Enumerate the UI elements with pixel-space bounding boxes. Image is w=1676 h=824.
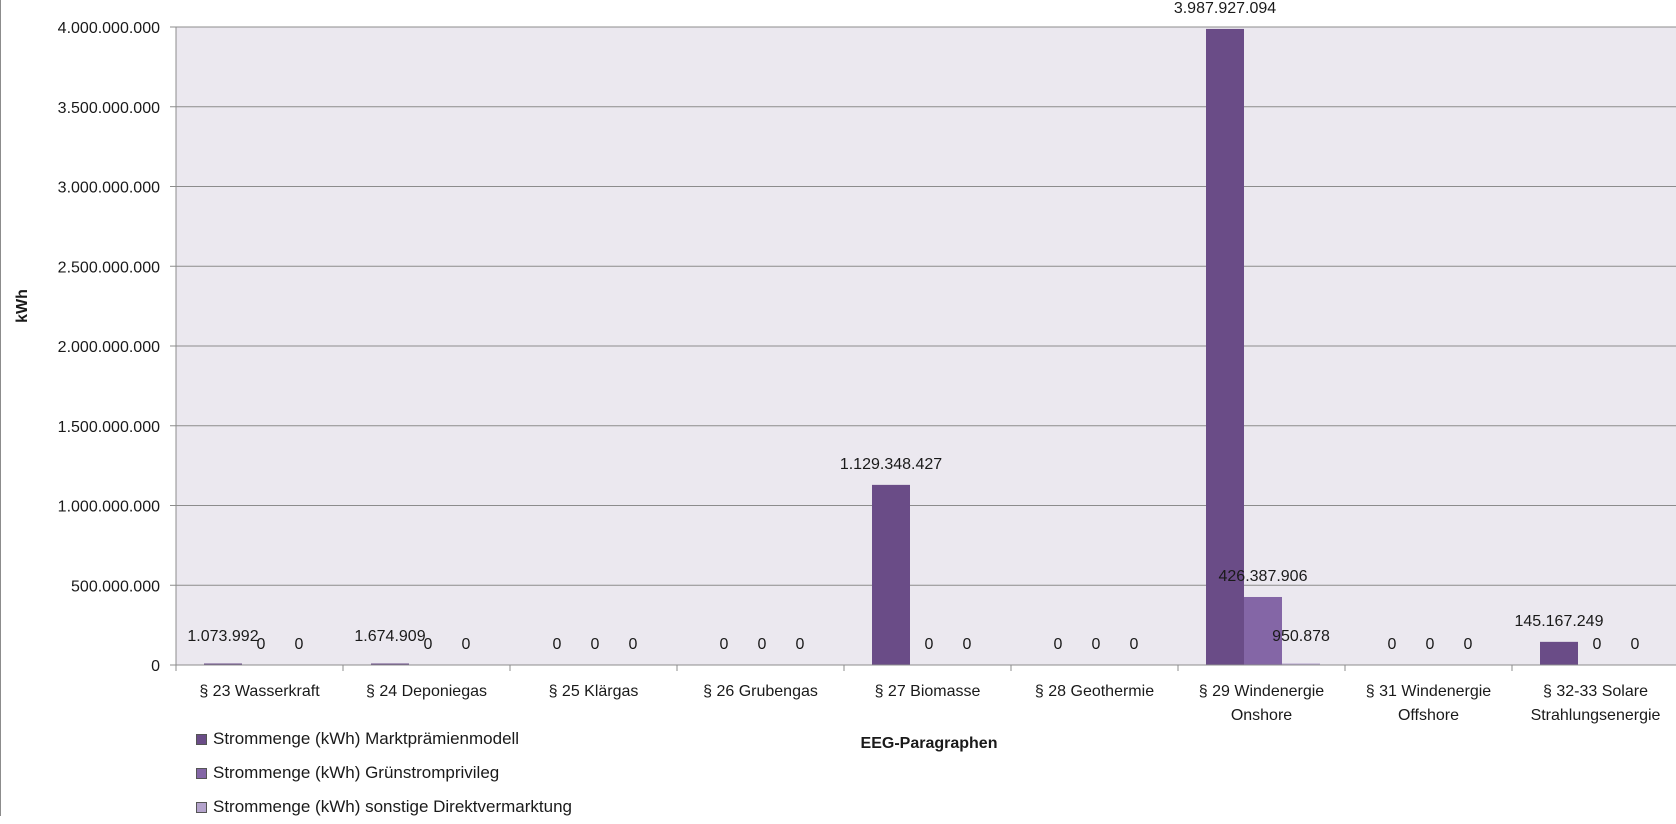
bar xyxy=(1282,663,1320,665)
data-label: 1.073.992 xyxy=(187,628,258,645)
bar xyxy=(1244,596,1282,665)
legend-label: Strommenge (kWh) Grünstromprivileg xyxy=(213,763,500,782)
bar xyxy=(1206,28,1244,665)
y-tick-label: 3.500.000.000 xyxy=(58,100,160,117)
x-tick-label: § 29 Windenergie Onshore xyxy=(1199,683,1325,724)
data-label: 0 xyxy=(1426,636,1435,653)
x-axis-ticks: § 23 Wasserkraft § 24 Deponiegas § 25 Klär… xyxy=(175,665,1661,724)
bar xyxy=(204,663,242,665)
data-label: 0 xyxy=(925,636,934,653)
y-axis-ticks: 0 500.000.000 1.000.000.000 1.500.000.000 2.… xyxy=(58,20,176,675)
data-label: 0 xyxy=(295,636,304,653)
data-label: 0 xyxy=(1464,636,1473,653)
legend-label: Strommenge (kWh) sonstige Direktvermarkt… xyxy=(213,797,573,816)
data-label: 0 xyxy=(424,636,433,653)
data-label: 0 xyxy=(1631,636,1640,653)
y-tick-label: 0 xyxy=(151,658,160,675)
legend-swatch-gruenstrom xyxy=(196,767,207,779)
data-label: 1.674.909 xyxy=(354,628,425,645)
x-tick-label: § 23 Wasserkraft xyxy=(199,683,320,700)
y-tick-label: 1.000.000.000 xyxy=(58,499,160,516)
data-label: 1.129.348.427 xyxy=(840,456,942,473)
x-tick-label: § 27 Biomasse xyxy=(875,683,981,700)
data-label: 0 xyxy=(1388,636,1397,653)
data-label: 0 xyxy=(1054,636,1063,653)
x-tick-label: § 28 Geothermie xyxy=(1035,683,1154,700)
y-tick-label: 4.000.000.000 xyxy=(58,20,160,37)
y-tick-label: 3.000.000.000 xyxy=(58,180,160,197)
legend-swatch-marktpraemie xyxy=(196,733,207,745)
data-label: 0 xyxy=(1130,636,1139,653)
data-label: 145.167.249 xyxy=(1515,613,1604,630)
y-tick-label: 1.500.000.000 xyxy=(58,419,160,436)
y-tick-label: 2.000.000.000 xyxy=(58,339,160,356)
x-tick-label: § 26 Grubengas xyxy=(703,683,818,700)
legend-item: Strommenge (kWh) Marktprämienmodell xyxy=(196,722,572,756)
data-label: 0 xyxy=(629,636,638,653)
data-label: 0 xyxy=(257,636,266,653)
legend-label: Strommenge (kWh) Marktprämienmodell xyxy=(213,729,520,748)
y-tick-label: 2.500.000.000 xyxy=(58,259,160,276)
data-label: 3.987.927.094 xyxy=(1174,0,1276,17)
data-label: 0 xyxy=(1593,636,1602,653)
bar xyxy=(371,663,409,665)
data-label: 426.387.906 xyxy=(1219,568,1308,585)
data-labels: 1.073.992 1.674.909 0 01.129.348.42703.987.… xyxy=(187,0,1639,653)
data-label: 0 xyxy=(1092,636,1101,653)
data-label: 0 xyxy=(758,636,767,653)
x-tick-label: § 24 Deponiegas xyxy=(366,683,487,700)
data-label: 0 xyxy=(720,636,729,653)
x-axis-title: EEG-Paragraphen xyxy=(861,735,998,752)
data-label: 0 xyxy=(963,636,972,653)
y-axis-title: kWh xyxy=(14,289,31,323)
bars xyxy=(204,28,1578,665)
x-tick-label: § 32-33 Solare Strahlungsenergie xyxy=(1531,683,1661,724)
data-label: 0 xyxy=(796,636,805,653)
data-label: 950.878 xyxy=(1272,628,1330,645)
data-label: 0 xyxy=(591,636,600,653)
data-label: 0 xyxy=(462,636,471,653)
gridlines xyxy=(176,26,1676,586)
x-tick-label: § 25 Klärgas xyxy=(549,683,639,700)
data-label: 0 xyxy=(553,636,562,653)
legend-item: Strommenge (kWh) Grünstromprivileg xyxy=(196,756,572,790)
legend: Strommenge (kWh) Marktprämienmodell Stro… xyxy=(196,722,572,824)
y-tick-label: 500.000.000 xyxy=(71,578,160,595)
x-tick-label: § 31 Windenergie Offshore xyxy=(1366,683,1492,724)
bar xyxy=(872,484,910,665)
legend-item: Strommenge (kWh) sonstige Direktvermarkt… xyxy=(196,790,572,824)
legend-swatch-sonstige xyxy=(196,801,207,813)
bar xyxy=(1540,641,1578,665)
